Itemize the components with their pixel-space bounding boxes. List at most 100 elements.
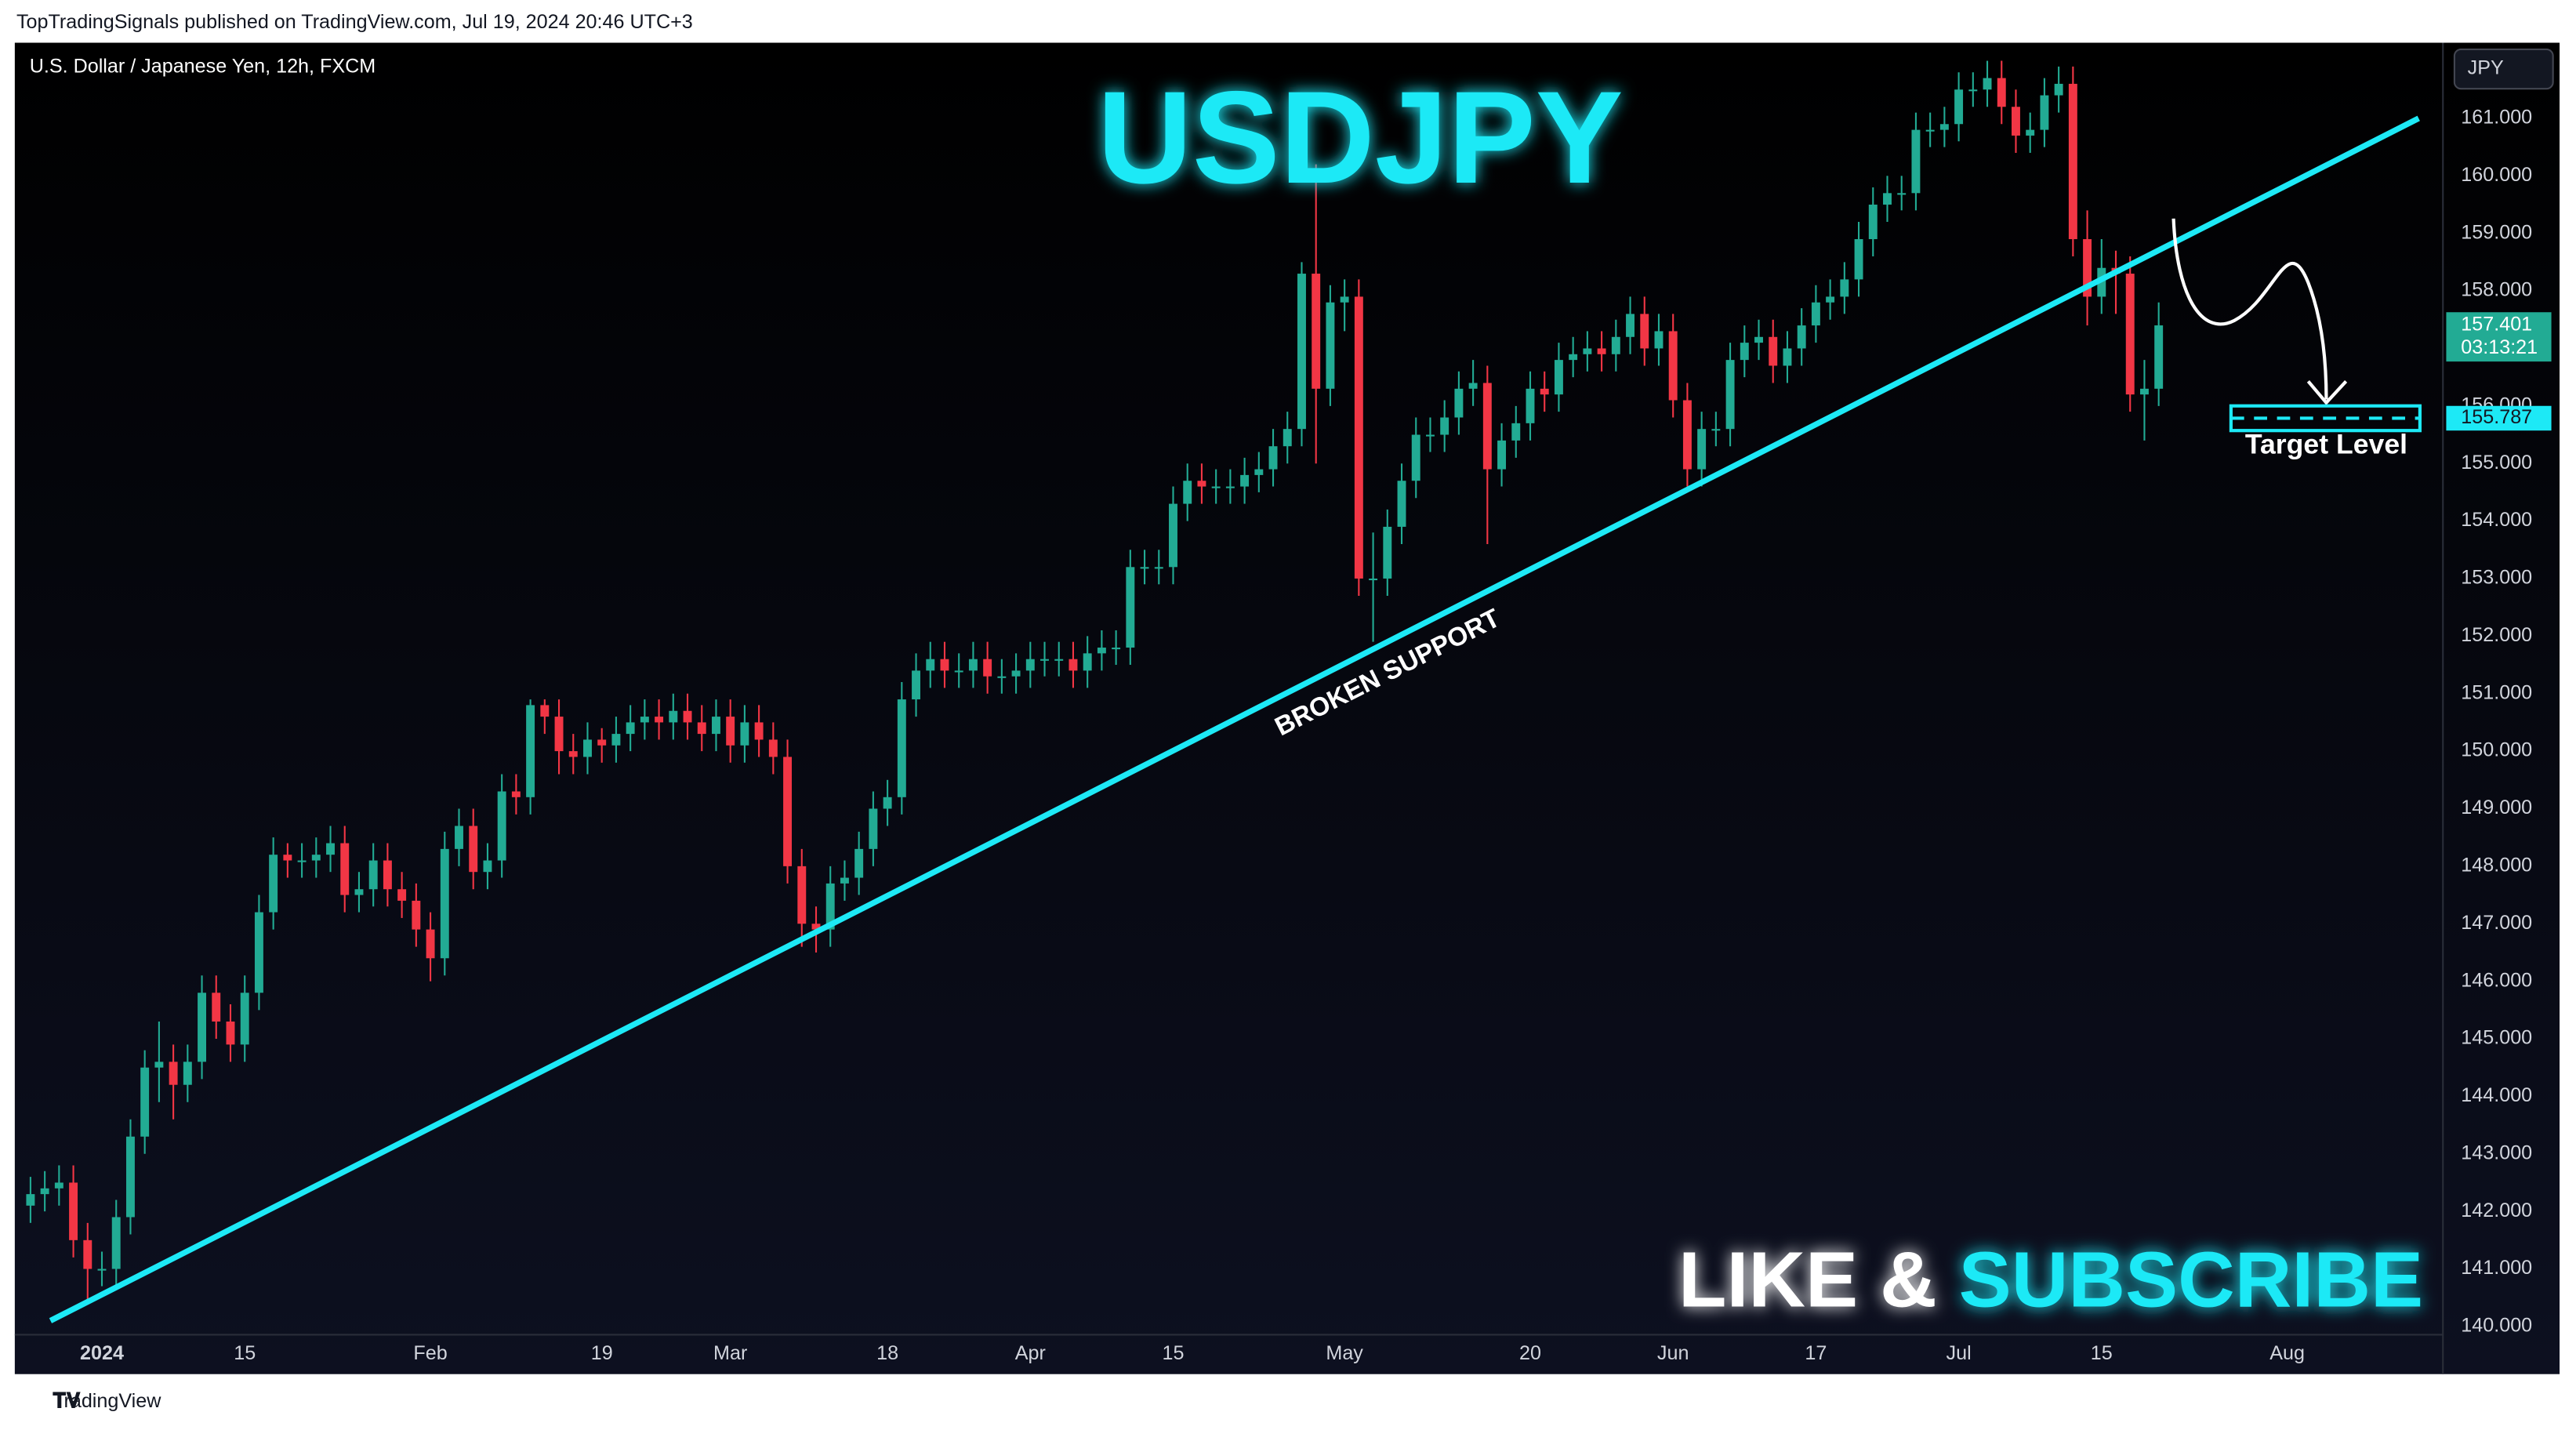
x-tick-label: 20 [1519,1342,1541,1364]
y-tick-label: 161.000 [2461,107,2532,129]
candle-body [1997,78,2006,107]
candle-body [626,722,635,735]
candle-body [1697,429,1707,470]
y-tick-label: 158.000 [2461,279,2532,301]
candle-body [1740,343,1749,361]
candle-body [97,1268,107,1271]
candle-body [597,739,607,746]
candle-body [1169,503,1177,568]
candle-body [1626,314,1635,337]
candle-body [140,1067,150,1137]
candle-body [511,791,521,797]
x-tick-label: Feb [413,1342,447,1364]
candle-body [1769,336,1778,366]
y-tick-label: 147.000 [2461,912,2532,934]
candle-body [1354,296,1363,579]
candle-body [1540,388,1549,395]
candle-body [1397,481,1406,527]
candle-body [1083,653,1092,671]
candle-body [1140,567,1149,569]
candle-body [1654,331,1664,349]
last-price-label: 157.401 [2461,314,2532,336]
candle-body [212,993,221,1022]
candle-body [1583,348,1592,354]
chart-title: USDJPY [1098,64,1624,211]
candle-body [1254,469,1264,475]
candle-body [2040,95,2049,130]
candle-body [1954,89,1964,125]
candle-body [669,710,678,723]
candle-body [311,855,321,861]
x-tick-label: Aug [2269,1342,2305,1364]
y-tick-label: 155.000 [2461,452,2532,474]
target-caption: Target Level [2245,429,2407,460]
candle-body [497,791,506,861]
candle-body [554,717,564,752]
candle-body [1454,388,1464,418]
y-tick-label: 141.000 [2461,1257,2532,1279]
candle-body [1326,302,1335,389]
y-tick-label: 142.000 [2461,1200,2532,1221]
candle-body [1411,434,1420,481]
x-tick-label: 15 [1163,1342,1185,1364]
candle-body [1054,659,1064,661]
candle-body [655,717,664,723]
x-tick-label: Mar [713,1342,747,1364]
cta-subscribe: SUBSCRIBE [1959,1236,2423,1323]
candle-body [1482,383,1492,470]
y-tick-label: 150.000 [2461,739,2532,761]
candle-body [640,717,649,723]
candle-body [1068,659,1078,671]
candle-body [1340,296,1349,303]
candle-body [1640,314,1649,349]
y-tick-label: 140.000 [2461,1315,2532,1337]
currency-label[interactable]: JPY [2468,57,2504,79]
candle-body [583,739,592,757]
candle-body [226,1021,235,1045]
target-price-tag [2446,405,2552,431]
candle-body [983,659,992,677]
candle-body [412,900,421,930]
candle-body [340,843,350,895]
x-tick-label: Jul [1947,1342,1972,1364]
candle-body [768,739,778,757]
x-tick-label: 19 [591,1342,613,1364]
candle-body [912,670,921,700]
candle-body [1283,429,1292,447]
candle-body [997,676,1007,678]
y-tick-label: 148.000 [2461,855,2532,877]
candle-body [726,717,735,746]
candle-body [83,1239,93,1269]
candle-body [440,848,449,959]
candle-body [697,722,706,735]
candle-body [797,866,807,924]
candle-body [683,710,692,723]
y-tick-label: 152.000 [2461,624,2532,646]
candle-body [540,705,550,717]
candle-body [1312,274,1321,389]
cta-like: LIKE & [1678,1236,1937,1323]
candle-body [1569,354,1578,361]
candle-body [111,1217,121,1269]
candle-body [1126,567,1135,648]
candle-body [1783,348,1792,366]
candle-body [1725,360,1735,430]
candle-body [1112,648,1121,650]
target-price-label: 155.787 [2461,406,2532,428]
footer-logo: 𝐓𝐕 [53,1388,82,1413]
plot-area: 140.000 141.000 142.000 143.000 144.000 145.0… [26,60,2532,1364]
candle-body [1554,360,1563,395]
candle-body [2139,388,2149,395]
candle-body [1425,434,1435,437]
candle-body [1468,383,1478,389]
candle-body [1854,239,1863,280]
candle-body [198,993,207,1062]
candle-body [811,924,821,930]
currency-button[interactable] [2453,48,2554,90]
candle-body [26,1194,35,1206]
candle-body [1297,274,1306,430]
x-tick-label: 18 [876,1342,898,1364]
candle-body [840,877,849,884]
candle-body [240,993,249,1045]
